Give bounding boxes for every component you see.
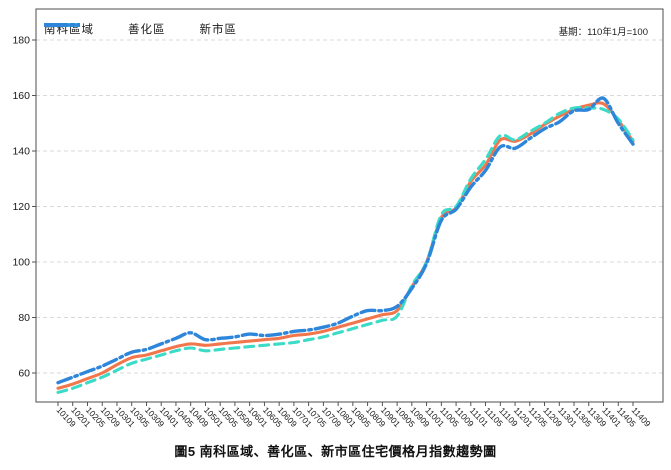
y-axis-label-160: 160 [12, 90, 30, 102]
legend: 南科區域 善化區 新市區 [44, 21, 237, 37]
base-period-note: 基期：110年1月=100 [558, 27, 648, 38]
y-axis-label-140: 140 [12, 146, 30, 158]
nanke-line [56, 101, 635, 390]
legend-label: 新市區 [199, 24, 237, 36]
chart-caption: 圖5 南科區域、善化區、新市區住宅價格月指數趨勢圖 [174, 444, 497, 459]
legend-swatch-xinshi [44, 23, 80, 27]
legend-item-xinshi: 新市區 [44, 21, 238, 37]
y-axis-label-80: 80 [18, 312, 30, 324]
y-axis-label-100: 100 [12, 257, 30, 269]
legend-item-shanhua: 善化區 [44, 21, 166, 37]
legend-label: 善化區 [128, 24, 166, 36]
plot-border [35, 8, 664, 403]
y-axis-label-60: 60 [18, 368, 30, 380]
shanhua-line [56, 106, 635, 394]
y-axis-label-120: 120 [12, 201, 30, 213]
xinshi-line [56, 96, 635, 385]
y-axis-label-180: 180 [12, 35, 30, 47]
